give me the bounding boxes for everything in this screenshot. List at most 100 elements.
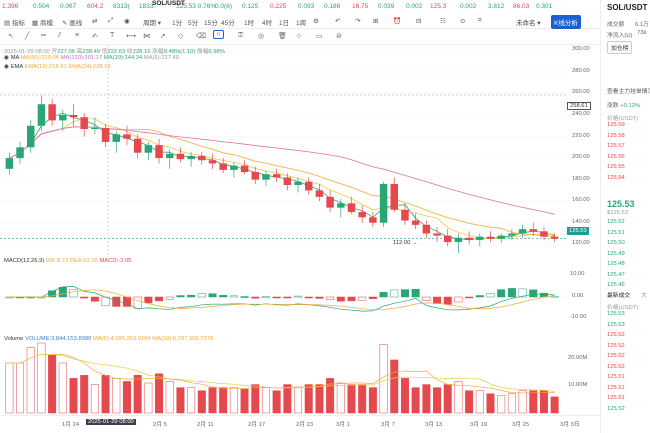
macd-bar: [390, 289, 399, 298]
latest-trades-tab[interactable]: 最新成交: [607, 293, 631, 299]
screen-icon[interactable]: ▭: [316, 33, 323, 40]
interval-1[interactable]: 5分: [188, 20, 199, 27]
indicator-settings-icon[interactable]: ⊞: [373, 18, 379, 25]
ticker-value[interactable]: 0.002: [460, 3, 477, 10]
interval-6[interactable]: 1日: [279, 20, 290, 27]
ticker-value[interactable]: 0.186: [324, 3, 341, 10]
volume-bar: [240, 388, 249, 414]
alert-icon[interactable]: ⏰: [393, 18, 402, 25]
ticker-value[interactable]: 86.03: [513, 3, 530, 10]
ticker-value[interactable]: 0.301: [536, 3, 553, 10]
ticker-value[interactable]: 0.067: [60, 3, 77, 10]
ticker-value[interactable]: 0.093: [298, 3, 315, 10]
lock-icon[interactable]: ⚿: [238, 32, 244, 39]
eraser-icon[interactable]: ⌫: [196, 33, 206, 40]
interval-5[interactable]: 4时: [262, 20, 273, 27]
split-analysis-button[interactable]: K线分析: [551, 15, 581, 29]
indicator-button[interactable]: ▤ 指标: [4, 20, 25, 27]
macd-bar: [208, 293, 217, 298]
add-position-button[interactable]: 加仓榜: [607, 41, 633, 54]
ticker-value[interactable]: 1.396: [2, 3, 19, 10]
fib-icon[interactable]: ≡: [75, 32, 80, 39]
volume-bar: [433, 387, 442, 414]
ticker-value[interactable]: 8313(: [113, 3, 130, 10]
interval-0[interactable]: 1分: [172, 20, 183, 27]
channel-icon[interactable]: ⫽: [58, 32, 62, 39]
interval-3[interactable]: 45分: [221, 20, 235, 27]
eye-icon[interactable]: ◎: [258, 33, 265, 40]
ticker-value[interactable]: 125.3: [430, 3, 447, 10]
cursor-mode-icon[interactable]: ⊹: [296, 33, 302, 40]
trade-row: 125.51: [607, 395, 625, 401]
pattern-icon[interactable]: ⋈: [143, 33, 150, 40]
horizontal-line-icon[interactable]: ═: [41, 32, 46, 39]
change-row: 涨跌 +0.12%: [607, 103, 641, 109]
magnet-icon[interactable]: ∩: [213, 30, 225, 39]
cursor-icon[interactable]: ↖: [8, 33, 14, 40]
price-level[interactable]: 125.55: [607, 164, 625, 170]
layout-select[interactable]: 未命名 ▾: [516, 20, 541, 27]
price-level[interactable]: 125.51: [607, 229, 625, 236]
trash-icon[interactable]: 🗑: [278, 33, 287, 40]
ticker-value[interactable]: 1833.: [139, 3, 156, 10]
price-level[interactable]: 125.49: [607, 250, 625, 257]
price-level[interactable]: 125.54: [607, 174, 625, 181]
macd-chart[interactable]: [0, 255, 568, 330]
brush-icon[interactable]: ✍: [92, 33, 98, 40]
more-icon[interactable]: ⌗: [478, 17, 482, 24]
screenshot-button[interactable]: ◉: [124, 17, 130, 25]
price-level[interactable]: 125.50: [607, 240, 625, 246]
ticker-value[interactable]: 0.504: [33, 3, 50, 10]
hide-drawings-icon[interactable]: ⊘: [336, 33, 342, 40]
price-chart[interactable]: [0, 45, 568, 255]
text-tool-icon[interactable]: T: [110, 32, 115, 39]
ticker-value[interactable]: 604.2: [87, 3, 104, 10]
large-trades-tab[interactable]: 大: [641, 293, 647, 299]
macd-bar: [454, 296, 463, 303]
candle: [337, 203, 345, 208]
volume-chart[interactable]: [0, 333, 568, 415]
template-button[interactable]: ▦ 商模: [32, 20, 53, 27]
settings-button[interactable]: ⚙: [313, 17, 319, 25]
shape-icon[interactable]: ◇: [178, 33, 184, 40]
macd-bar: [497, 289, 506, 298]
draw-line-button[interactable]: ✎ 画线: [62, 20, 83, 27]
period-button[interactable]: 周期 ▾: [143, 20, 162, 27]
price-level[interactable]: 125.47: [607, 271, 625, 278]
ticker-value[interactable]: 125.53 0.76%: [176, 3, 217, 10]
fullscreen-button[interactable]: ⤢: [108, 17, 113, 25]
price-level[interactable]: 125.57: [607, 143, 625, 149]
price-level[interactable]: 125.48: [607, 261, 625, 267]
redo-icon[interactable]: ↷: [355, 18, 361, 25]
ticker-value[interactable]: 3.812: [488, 3, 505, 10]
macd-bar: [507, 288, 516, 298]
trendline-icon[interactable]: ╱: [25, 33, 30, 40]
ticker-value[interactable]: 0.0(6): [215, 3, 232, 10]
ticker-value[interactable]: 0.002: [406, 3, 423, 10]
layout-icon[interactable]: ☷: [440, 18, 446, 25]
ticker-value[interactable]: 0.039: [378, 3, 395, 10]
ticker-value[interactable]: 0.225: [270, 3, 287, 10]
camera-icon-2[interactable]: ⊙: [460, 18, 466, 25]
price-level[interactable]: 125.52: [607, 219, 625, 225]
interval-4[interactable]: 1时: [244, 20, 255, 27]
price-level[interactable]: 125.59: [607, 122, 625, 128]
interval-7[interactable]: 1周: [296, 20, 307, 27]
ticker-value[interactable]: 0.125: [242, 3, 259, 10]
interval-2[interactable]: 15分: [204, 20, 218, 27]
ticker-value[interactable]: 16.75: [352, 3, 369, 10]
macd-bar: [69, 289, 78, 298]
eye-icon[interactable]: ◉: [4, 55, 10, 61]
price-level[interactable]: 125.56: [607, 153, 625, 160]
compare-button[interactable]: ⇄: [92, 17, 97, 25]
price-level[interactable]: 125.46: [607, 282, 625, 288]
measure-icon[interactable]: ⟷: [126, 33, 137, 40]
candle: [133, 138, 142, 153]
eye-icon[interactable]: ◉: [4, 64, 10, 70]
price-level[interactable]: 125.58: [607, 132, 625, 139]
arrow-icon[interactable]: ➚: [160, 33, 166, 40]
volume-bar: [475, 390, 484, 414]
template-icon[interactable]: ⊟: [416, 18, 422, 25]
ticker-symbol[interactable]: SOL/USDT: [152, 0, 185, 7]
undo-icon[interactable]: ↶: [335, 18, 341, 25]
